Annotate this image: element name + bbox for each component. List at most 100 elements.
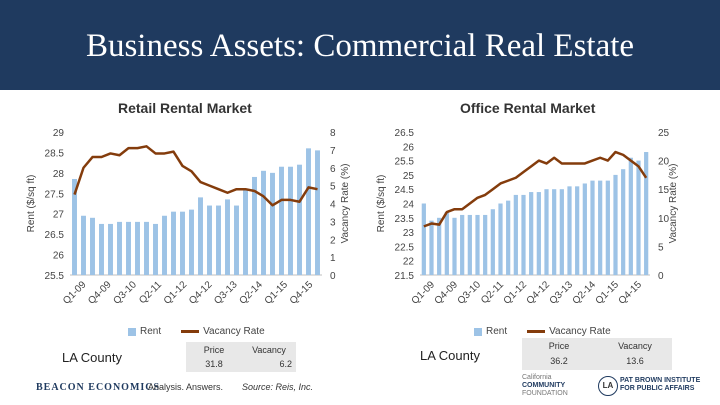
retail-rent-bar: [207, 205, 212, 275]
retail-vacancy-line: [73, 145, 318, 207]
office-xtick-label: Q4-15: [617, 279, 645, 307]
legend-rent-label: Rent: [486, 326, 508, 337]
pat-brown-logo: PAT BROWN INSTITUTE FOR PUBLIC AFFAIRS: [620, 377, 700, 393]
office-rent-bar: [521, 194, 526, 275]
office-rent-bar: [598, 180, 603, 275]
office-xtick-label: Q3-13: [548, 279, 576, 307]
retail-rent-bar: [261, 170, 266, 275]
office-ytick-label: 26: [403, 142, 415, 153]
office-ytick-label: 22.5: [395, 242, 415, 253]
beacon-economics-logo: BEACON ECONOMICS: [36, 382, 161, 393]
office-rent-bar: [437, 217, 442, 275]
retail-rent-bar: [81, 215, 86, 275]
retail-rent-bar: [243, 189, 248, 275]
office-xtick-label: Q1-15: [594, 279, 622, 307]
legend-vacancy-swatch: [527, 330, 546, 333]
office-vacancy-label: Vacancy: [618, 341, 652, 351]
office-y2tick-label: 5: [658, 242, 664, 253]
office-xtick-label: Q4-09: [433, 279, 461, 307]
office-rent-bar: [575, 186, 580, 275]
office-stats-box: Price Vacancy 36.2 13.6: [522, 338, 672, 370]
office-ytick-label: 24.5: [395, 185, 415, 196]
retail-vacancy-label: Vacancy: [252, 345, 286, 355]
office-y2tick-label: 25: [658, 128, 670, 139]
retail-rent-bar: [171, 211, 176, 275]
retail-rent-bar: [72, 178, 77, 275]
office-rent-bar: [567, 186, 572, 275]
office-ytick-label: 24: [403, 200, 415, 211]
retail-xtick-label: Q3-10: [111, 279, 139, 307]
retail-xtick-label: Q1-15: [263, 279, 291, 307]
office-rent-bar: [590, 180, 595, 275]
office-xtick-label: Q4-12: [525, 279, 553, 307]
office-xtick-label: Q3-10: [456, 279, 484, 307]
retail-rent-bar: [216, 205, 221, 275]
office-rent-bar: [559, 189, 564, 275]
office-xtick-label: Q1-09: [410, 279, 438, 307]
ccf-line3: FOUNDATION: [522, 390, 568, 397]
retail-rent-bar: [306, 148, 311, 275]
office-rent-bar: [483, 214, 488, 275]
office-ytick-label: 23: [403, 228, 415, 239]
office-ytick-label: 23.5: [395, 214, 415, 225]
office-chart-title: Office Rental Market: [460, 100, 596, 116]
legend-vacancy-swatch: [181, 330, 200, 333]
legend-rent-swatch: [474, 327, 482, 336]
retail-rent-bar: [180, 211, 185, 275]
retail-xtick-label: Q1-09: [61, 279, 89, 307]
office-y2tick-label: 15: [658, 185, 670, 196]
retail-ytick-label: 26.5: [45, 230, 65, 241]
legend-rent-label: Rent: [140, 326, 162, 337]
retail-rent-bar: [135, 221, 140, 275]
retail-rent-bar: [90, 217, 95, 275]
retail-ytick-label: 25.5: [45, 271, 65, 282]
retail-vacancy-value: 6.2: [279, 359, 292, 369]
retail-rent-bar: [315, 150, 320, 275]
retail-y2label: Vacancy Rate (%): [340, 164, 351, 244]
office-rent-bar: [644, 152, 649, 275]
retail-rent-bar: [153, 223, 158, 275]
retail-price-label: Price: [203, 345, 225, 355]
retail-rent-bar: [288, 166, 293, 275]
office-rent-bar: [429, 220, 434, 275]
ccf-logo: California COMMUNITY FOUNDATION: [522, 374, 584, 402]
retail-ytick-label: 28: [53, 169, 65, 180]
legend-vacancy-label: Vacancy Rate: [549, 326, 611, 337]
retail-rent-bar: [189, 209, 194, 275]
office-rent-bar: [605, 180, 610, 275]
retail-rent-bar: [99, 223, 104, 275]
retail-rent-bar: [225, 199, 230, 275]
office-rent-bar: [498, 203, 503, 275]
office-rent-bar: [636, 160, 641, 275]
office-y2tick-label: 20: [658, 157, 670, 168]
retail-y2tick-label: 6: [330, 164, 336, 175]
office-rent-bar: [506, 200, 511, 275]
retail-rent-bar: [234, 205, 239, 275]
retail-price-value: 31.8: [205, 359, 223, 369]
retail-ylabel: Rent ($/sq ft): [26, 175, 37, 233]
office-rent-bar: [536, 192, 541, 275]
office-xtick-label: Q1-12: [502, 279, 530, 307]
retail-legend: Rent Vacancy Rate: [128, 326, 265, 337]
retail-y2tick-label: 1: [330, 253, 336, 264]
retail-rent-bar: [279, 166, 284, 275]
pat-brown-seal-icon: LA: [598, 376, 618, 396]
retail-y2tick-label: 3: [330, 217, 336, 228]
office-rent-bar: [513, 194, 518, 275]
office-y2tick-label: 10: [658, 214, 670, 225]
retail-ytick-label: 27: [53, 210, 65, 221]
office-ytick-label: 26.5: [395, 128, 415, 139]
office-county-label: LA County: [420, 348, 480, 363]
office-rent-bar: [490, 209, 495, 275]
retail-xtick-label: Q3-13: [212, 279, 240, 307]
office-xtick-label: Q2-14: [571, 279, 599, 307]
office-xtick-label: Q2-11: [479, 279, 506, 306]
header-banner: Business Assets: Commercial Real Estate: [0, 0, 720, 90]
office-rent-bar: [452, 217, 457, 275]
retail-rent-bar: [117, 221, 122, 275]
office-rent-bar: [444, 212, 449, 275]
office-vacancy-line: [423, 150, 648, 228]
office-ylabel: Rent ($/sq ft): [376, 175, 387, 233]
office-rent-bar: [552, 189, 557, 275]
office-price-value: 36.2: [550, 356, 568, 366]
